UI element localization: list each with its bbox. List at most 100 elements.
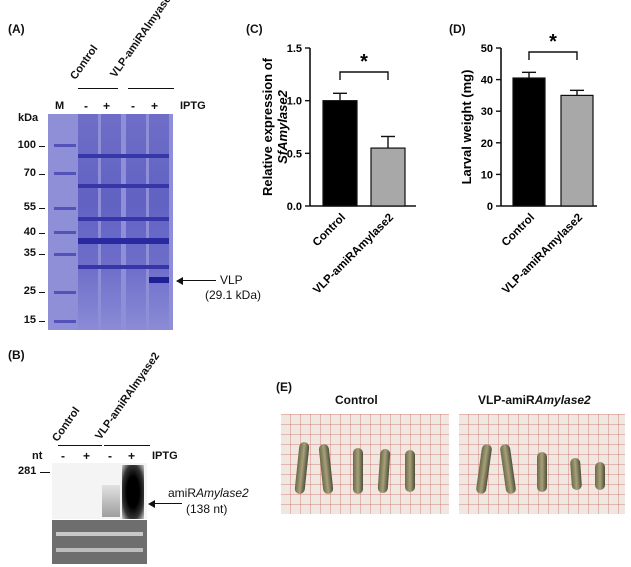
protein-band [78,238,169,244]
chart-c-significance-star: * [360,51,368,73]
kda-unit-label: kDa [18,112,39,124]
chart-c-significance-bracket [339,71,389,80]
chart-d-y-tick-label: 40 [481,75,493,87]
mw-tick [39,233,45,234]
marker-band [54,291,76,294]
nt-unit-label: nt [32,450,43,462]
protein-band [78,154,169,158]
larva [405,450,415,492]
panel-e-label: (E) [276,380,292,394]
panel-a-control-underline [78,88,118,89]
chart-d-bar-1 [512,77,546,207]
chart-c-y-tick-label: 1.0 [287,96,302,108]
mw-tick [39,321,45,322]
blot-lane-sign-2: + [83,449,91,463]
marker-band [54,231,76,234]
blot-signal-lane-3 [102,485,120,517]
panel-b-label: (B) [8,348,25,362]
chart-d-category-label-2: VLP-amiRAmylase2 [500,212,585,297]
protein-band [78,217,169,221]
blot-signal-lane-4 [122,465,144,519]
rrna-band [56,532,143,536]
larva [499,443,517,495]
vlp-arrow [178,280,216,281]
sds-page-gel [48,114,173,330]
chart-d-significance-star: * [549,31,557,53]
mw-tick [39,174,45,175]
blot-lane-sign-3: - [108,449,112,463]
mw-label-15: 15 [23,314,36,326]
lane-sign-1: - [84,99,88,113]
larva [294,441,310,495]
larvae-photo-control [281,414,449,514]
chart-d-bar-2 [560,94,594,207]
mw-label-70: 70 [23,167,36,179]
amir-arrow-label: amiRAmylase2 [168,486,249,500]
chart-d-category-label-1: Control [500,212,537,249]
photo-vlp-title-prefix: VLP-amiR [478,393,535,407]
mw-label-100: 100 [17,139,36,151]
larva [377,448,391,494]
marker-band [54,320,76,323]
chart-d-y-tick-label: 0 [487,201,493,213]
size-281-label: 281 [18,465,37,477]
rrna-band [56,548,143,552]
mw-label-40: 40 [23,226,36,238]
chart-c-bar-2 [370,147,406,207]
panel-b-iptg-label: IPTG [152,450,178,462]
chart-c-y-title-line1: Relative expression of [260,57,275,196]
marker-band [54,253,76,256]
larva [537,452,547,492]
chart-d-y-tick-label: 20 [481,138,493,150]
lane-sign-2: + [103,99,111,113]
protein-band [78,265,169,269]
larvae-photo-vlp [459,414,625,514]
mw-label-35: 35 [23,247,36,259]
lane-sign-3: - [131,99,135,113]
vlp-arrow-head [176,277,183,285]
panel-a-vlp-underline [128,88,174,89]
lane-sign-4: + [151,99,159,113]
chart-c-y-tick-label: 0.5 [287,148,302,160]
panel-d-label: (D) [449,22,466,36]
photo-control-title: Control [335,393,378,407]
panel-b-control-underline [58,445,102,446]
mw-tick [39,208,45,209]
protein-band [78,184,169,188]
mw-tick [39,146,45,147]
amir-arrow-head [148,500,155,508]
gel-lane-4 [149,114,169,330]
larva [595,462,605,490]
chart-c-category-label-1: Control [311,212,348,249]
marker-band [54,144,76,147]
larva [569,457,583,491]
amir-label-italic: Amylase2 [196,486,249,500]
blot-lane-sign-4: + [128,449,136,463]
photo-vlp-title-italic: Amylase2 [534,393,591,407]
blot-lane-sign-1: - [61,449,65,463]
marker-band [54,207,76,210]
chart-d-y-tick-label: 10 [481,169,493,181]
gel-lane-3 [126,114,146,330]
panel-a-control-label: Control [68,43,101,82]
vlp-size-label: (29.1 kDa) [205,288,262,302]
chart-d-significance-bracket [528,51,578,60]
larva [318,443,334,495]
larva [353,448,363,494]
gel-lane-1 [78,114,98,330]
amir-size-label: (138 nt) [186,502,228,516]
chart-d-y-tick-label: 30 [481,106,493,118]
chart-c-y-tick-label: 0.0 [287,201,302,213]
larva [475,443,493,495]
mw-label-55: 55 [23,201,36,213]
rna-loading-gel [52,520,147,564]
marker-band [54,172,76,175]
chart-c-category-label-2: VLP-amiRAmylase2 [311,212,396,297]
panel-b-vlp-label: VLP-amiRAlmyase2 [93,350,163,442]
vlp-band [149,277,169,283]
panel-a-label: (A) [8,22,25,36]
chart-c-y-tick-label: 1.5 [287,43,302,55]
panel-c-label: (C) [246,22,263,36]
